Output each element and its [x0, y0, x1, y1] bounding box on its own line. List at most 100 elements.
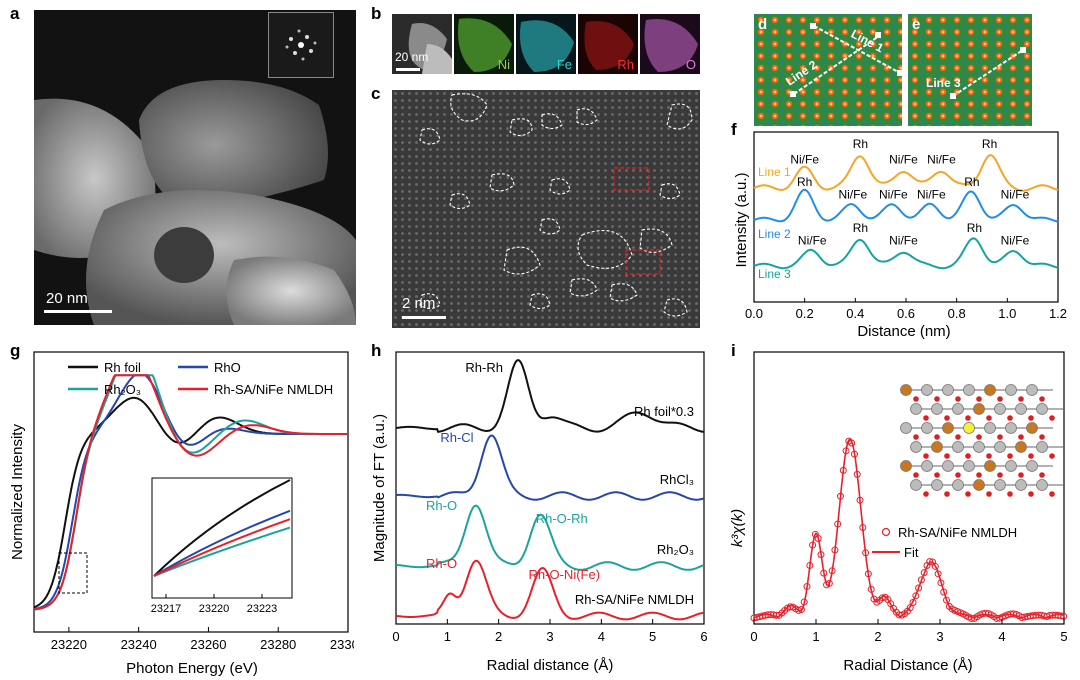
chart-i-struct-metal	[984, 384, 996, 396]
chart-i-struct-metal	[1015, 403, 1027, 415]
chart-i-struct-oxygen	[965, 453, 971, 459]
chart-i-struct-metal	[931, 441, 943, 453]
chart-g-inset-ticks: 23217 23220 23223	[151, 594, 277, 615]
chart-g: 23217 23220 23223 Rh foil RhO Rh₂O₃ Rh-SA/NiF…	[9, 351, 354, 677]
chart-i-data-point	[862, 549, 870, 557]
chart-g-line	[33, 374, 348, 611]
chart-i-data-point	[931, 562, 939, 570]
scale-text-a: 20 nm	[46, 290, 88, 307]
chart-f-peak-label: Rh	[982, 137, 997, 151]
chart-f-peak-label: Ni/Fe	[1001, 188, 1030, 202]
eds-label-ni: Ni	[497, 57, 510, 72]
chart-i-legend-label: Rh-SA/NiFe NMLDH	[898, 525, 1017, 540]
eds-label-fe: Fe	[556, 57, 572, 72]
chart-i-xtick-label: 3	[936, 629, 943, 644]
chart-h-peak-label: Rh-Rh	[465, 360, 503, 375]
chart-i-struct-oxygen	[923, 453, 929, 459]
chart-i-struct-oxygen	[1018, 396, 1024, 402]
chart-i-struct-metal	[1036, 441, 1048, 453]
panel-label-a: a	[10, 4, 20, 23]
chart-i-data-point	[926, 558, 934, 566]
chart-i-struct-metal	[910, 479, 922, 491]
scale-text-c: 2 nm	[402, 295, 436, 312]
eds-map-ni-graphic	[458, 18, 512, 72]
chart-i-struct-metal	[994, 479, 1006, 491]
chart-h-peak-label: Rh-O-Ni(Fe)	[529, 567, 601, 582]
chart-g-ylabel: Normalized Intensity	[9, 424, 26, 560]
chart-i-struct-metal	[942, 384, 954, 396]
chart-i-struct-oxygen	[934, 396, 940, 402]
chart-i-struct-metal	[900, 384, 912, 396]
chart-i-data-point	[859, 523, 867, 531]
chart-i-struct-metal	[1015, 479, 1027, 491]
chart-f-series-label: Line 2	[758, 227, 791, 241]
chart-g-inset-line	[153, 518, 291, 577]
chart-f-ylabel: Intensity (a.u.)	[733, 172, 750, 267]
chart-h-frame	[395, 351, 705, 625]
chart-g-xtick-label: 23240	[121, 637, 157, 652]
chart-i-struct-metal	[984, 460, 996, 472]
eds-map-fe-graphic	[519, 20, 574, 72]
chart-g-ticks: 23220 23240 23260 23280 23300	[51, 627, 354, 652]
chart-i-xtick-label: 0	[750, 629, 757, 644]
chart-f-series: Ni/Fe Rh Ni/Fe Ni/Fe Rh Line 1 Rh Ni/Fe Ni/Fe Ni/…	[753, 137, 1059, 281]
chart-i-struct-oxygen	[997, 434, 1003, 440]
chart-f-peak-label: Ni/Fe	[889, 234, 918, 248]
chart-i-data-point	[831, 546, 839, 554]
chart-i-struct-metal	[952, 479, 964, 491]
panel-label-f: f	[731, 120, 737, 139]
stem-image-a: 20 nm	[34, 10, 356, 325]
chart-i-struct-metal	[942, 422, 954, 434]
chart-h-peak-label: Rh-O-Rh	[536, 511, 588, 526]
chart-i-struct-oxygen	[944, 415, 950, 421]
chart-i-xlabel: Radial Distance (Å)	[843, 657, 972, 674]
chart-g-inset: 23217 23220 23223	[151, 477, 293, 615]
chart-f-xtick-label: 1.2	[1049, 306, 1067, 321]
chart-i-data-point	[940, 588, 948, 596]
chart-i-struct-metal	[973, 403, 985, 415]
chart-i-struct-metal	[900, 422, 912, 434]
chart-i-data-point	[834, 520, 842, 528]
chart-i-data-point	[848, 439, 856, 447]
chart-i-data-point	[828, 567, 836, 575]
chart-h-line	[395, 559, 705, 621]
atomic-map-d-graphic	[754, 14, 902, 126]
chart-i-data-point	[825, 579, 833, 587]
chart-f-xtick-label: 0.2	[796, 306, 814, 321]
chart-i-data-point	[842, 447, 850, 455]
chart-i-struct-oxygen	[955, 434, 961, 440]
eds-haadf-graphic	[408, 23, 452, 74]
chart-g-inset-line	[153, 509, 291, 577]
panel-label-d: d	[758, 16, 768, 33]
eds-map-o: O	[640, 14, 700, 74]
chart-i-struct-metal	[984, 422, 996, 434]
chart-h-xtick-label: 2	[495, 629, 502, 644]
chart-f-xtick-label: 0.4	[846, 306, 864, 321]
chart-g-inset-xtick-label: 23220	[199, 603, 230, 615]
chart-h-series-label: Rh-SA/NiFe NMLDH	[575, 592, 694, 607]
chart-i-struct-metal	[952, 441, 964, 453]
chart-i-struct-oxygen	[1028, 491, 1034, 497]
chart-h: Rh-Rh Rh foil*0.3 Rh-Cl RhCl₃ Rh-O Rh-O-Rh Rh₂…	[371, 351, 708, 674]
chart-h-xtick-label: 1	[444, 629, 451, 644]
chart-f-peak-label: Ni/Fe	[1001, 234, 1030, 248]
chart-f-peak-label: Rh	[964, 175, 979, 189]
chart-i-data-point	[943, 596, 951, 604]
chart-i-data-point	[856, 496, 864, 504]
chart-i-data-point	[853, 470, 861, 478]
chart-i-data-point	[937, 579, 945, 587]
chart-i-struct-oxygen	[1039, 472, 1045, 478]
chart-i-struct-oxygen	[1007, 415, 1013, 421]
chart-i-struct-oxygen	[965, 491, 971, 497]
chart-g-legend-label: Rh₂O₃	[104, 382, 141, 397]
chart-g-legend: Rh foil RhO Rh₂O₃ Rh-SA/NiFe NMLDH	[68, 360, 333, 397]
chart-i-struct-oxygen	[944, 491, 950, 497]
chart-g-xtick-label: 23280	[260, 637, 296, 652]
chart-i-legend-label: Fit	[904, 545, 919, 560]
chart-g-inset-line	[153, 526, 291, 577]
chart-i-struct-metal	[1036, 403, 1048, 415]
chart-i-struct-metal	[1015, 441, 1027, 453]
chart-i-struct-oxygen	[1049, 453, 1055, 459]
chart-i-structure	[900, 384, 1063, 497]
chart-f-line	[753, 237, 1059, 270]
